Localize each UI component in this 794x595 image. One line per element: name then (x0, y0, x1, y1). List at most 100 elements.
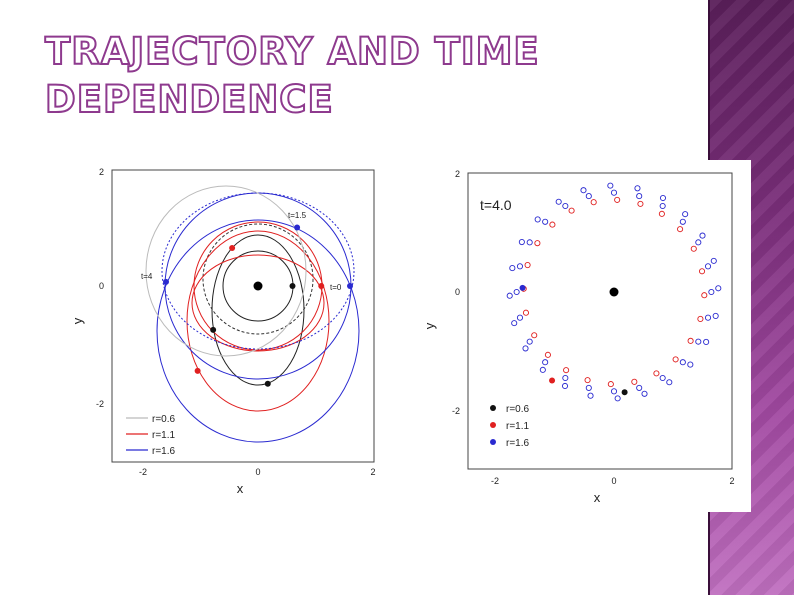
plot-frame (467, 172, 733, 470)
trajectory-gray (145, 185, 307, 357)
ring-particle (561, 382, 569, 390)
time-annotation: t=1.5 (288, 211, 307, 220)
ring-particle (509, 265, 516, 272)
ring-particle (687, 337, 694, 344)
y-tick-label: 0 (99, 281, 104, 291)
data-point (289, 283, 296, 289)
ring-particle (562, 374, 569, 382)
chart-background (66, 155, 390, 500)
ring-particle (585, 193, 592, 200)
ring-particle (539, 366, 546, 373)
x-axis-label: x (594, 490, 601, 505)
ring-particle (704, 263, 712, 270)
slide-title-line-2: DEPENDENCE (44, 77, 334, 122)
plot-frame (111, 169, 375, 463)
ring-particle (544, 351, 551, 358)
time-annotation: t=0 (330, 283, 342, 292)
trajectory-r06-outer (202, 223, 314, 335)
data-point (229, 244, 236, 251)
legend-marker-r11 (490, 422, 496, 428)
y-axis-label: y (422, 322, 437, 329)
ring-particle (679, 359, 686, 366)
ring-particle (631, 378, 638, 385)
ring-particle (534, 240, 541, 247)
ring-particle (555, 198, 562, 205)
ring-particle (587, 392, 594, 399)
ring-particle (516, 314, 524, 321)
ring-particle (697, 315, 704, 323)
ring-particle (614, 196, 621, 203)
ring-particle (701, 292, 708, 299)
ring-particle (513, 288, 520, 296)
ring-particle (516, 263, 524, 270)
ring-particle (703, 338, 710, 346)
legend-label: r=1.1 (152, 430, 176, 441)
data-point (519, 284, 526, 291)
legend-label: r=1.6 (506, 438, 530, 449)
data-point (210, 326, 217, 333)
ring-particle (634, 185, 641, 192)
trajectory-r11-outer (186, 230, 330, 412)
ring-particle (699, 232, 706, 239)
ring-particle (687, 361, 694, 368)
ring-particle (614, 395, 621, 402)
legend: r=0.6 r=1.1 r=1.6 (490, 404, 530, 449)
ring-particle (679, 218, 686, 225)
legend-label: r=1.1 (506, 421, 530, 432)
ring-particle (568, 207, 575, 214)
y-tick-label: -2 (96, 399, 104, 409)
y-tick-label: 2 (99, 167, 104, 177)
ring-particle (659, 202, 666, 210)
x-tick-label: -2 (139, 467, 147, 477)
ring-particle (526, 239, 533, 246)
y-tick-label: 0 (455, 287, 460, 297)
ring-particle (585, 384, 592, 391)
ring-particle (563, 367, 570, 374)
y-tick-label: -2 (452, 406, 460, 416)
ring-particle (562, 202, 569, 210)
ring-particle (695, 338, 702, 345)
x-tick-label: 0 (255, 467, 260, 477)
legend-label: r=0.6 (506, 404, 530, 415)
legend-label: r=1.6 (152, 446, 176, 457)
ring-particle (518, 238, 525, 246)
data-point (318, 283, 325, 289)
data-point (163, 278, 169, 285)
time-annotation: t=4.0 (480, 197, 512, 213)
ring-particle (636, 384, 643, 391)
slide-title: TRAJECTORY AND TIME DEPENDENCE (44, 28, 645, 124)
legend-marker-r06 (490, 405, 496, 411)
center-mass (609, 287, 619, 297)
slide-title-line-1: TRAJECTORY AND TIME (44, 29, 540, 74)
ring-particle (584, 377, 591, 384)
ring-particle (695, 239, 702, 246)
ring-particle (659, 194, 667, 202)
data-point (194, 367, 201, 374)
ring-particle (710, 257, 717, 264)
legend-marker-r16 (490, 439, 496, 445)
ring-particle (607, 182, 614, 189)
ring-particle (522, 309, 530, 316)
snapshot-chart: 2 0 -2 -2 0 2 x y t=4.0 r=0.6 r=1.1 r=1.… (420, 160, 751, 512)
ring-particle (641, 390, 648, 397)
ring-particle (531, 332, 538, 339)
trajectory-r11-loop (191, 254, 325, 352)
x-tick-label: 2 (729, 476, 734, 486)
ring-particle (666, 379, 673, 386)
ring-particle (522, 345, 529, 352)
y-axis-label: y (70, 317, 85, 324)
ring-particle (549, 221, 556, 228)
ring-particle (542, 218, 549, 225)
ring-particle (636, 193, 643, 200)
x-tick-label: -2 (491, 476, 499, 486)
ring-particle (506, 292, 513, 299)
trajectory-chart: 2 0 -2 -2 0 2 x y t=1.5 t=4 t=0 r=0.6 r=… (66, 155, 390, 500)
ring-particle (610, 388, 618, 395)
ring-particle (715, 285, 722, 292)
ring-particle (659, 374, 666, 382)
x-axis-label: x (237, 481, 244, 496)
ring-particle (672, 356, 679, 363)
data-point (621, 389, 628, 396)
legend-label: r=0.6 (152, 414, 176, 425)
ring-particle (610, 189, 618, 196)
